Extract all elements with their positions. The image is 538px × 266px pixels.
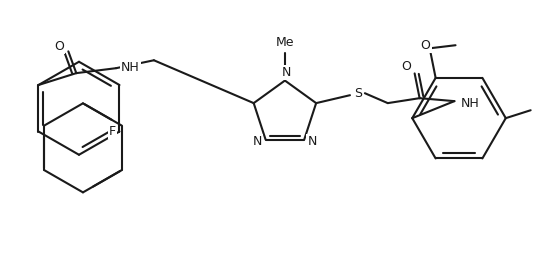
Text: O: O [402, 60, 412, 73]
Text: F: F [109, 125, 116, 138]
Text: S: S [354, 87, 362, 100]
Text: O: O [421, 39, 430, 52]
Text: N: N [282, 66, 292, 79]
Text: Me: Me [275, 36, 294, 49]
Text: O: O [54, 40, 65, 53]
Text: NH: NH [121, 61, 140, 74]
Text: NH: NH [461, 97, 479, 110]
Text: N: N [308, 135, 317, 148]
Text: N: N [253, 135, 263, 148]
